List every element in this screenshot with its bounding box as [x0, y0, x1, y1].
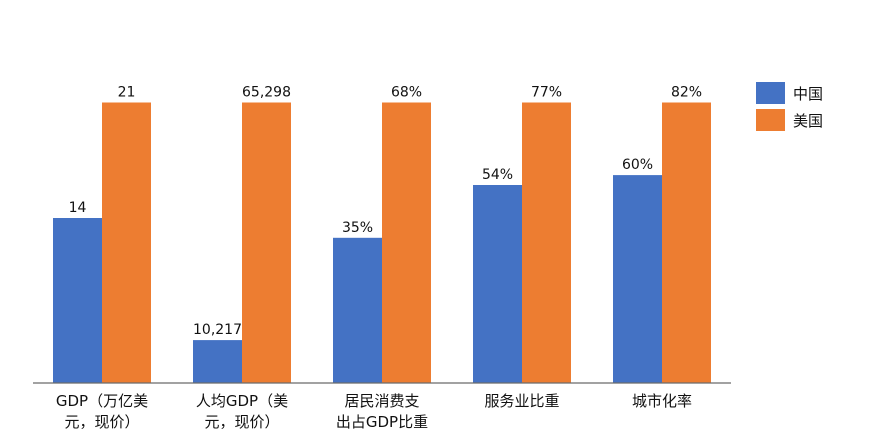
legend-swatch	[756, 82, 785, 104]
bar-series1-cat1	[53, 218, 102, 383]
bar-series2-cat4	[522, 102, 571, 383]
category-label: 人均GDP（美	[196, 392, 288, 410]
category-label: 居民消费支	[344, 392, 419, 410]
legend-label: 美国	[793, 112, 823, 130]
category-label: 城市化率	[632, 392, 692, 410]
value-label: 14	[69, 200, 87, 216]
bar-series1-cat4	[473, 185, 522, 383]
bar-series1-cat2	[193, 340, 242, 383]
bar-series2-cat1	[102, 102, 151, 383]
category-label: 元，现价）	[204, 413, 279, 431]
legend-label: 中国	[793, 85, 823, 103]
value-label: 21	[118, 85, 136, 101]
bars-layer	[53, 102, 711, 383]
value-label: 77%	[531, 85, 562, 101]
bar-series2-cat5	[662, 102, 711, 383]
value-label: 35%	[342, 220, 373, 236]
bar-series1-cat3	[333, 237, 382, 383]
value-labels-layer: 14 10,217 35% 54% 60% 21 65,298 68% 77% 82%	[69, 85, 702, 339]
category-label: 元，现价）	[64, 413, 139, 431]
category-labels-layer: GDP（万亿美元，现价）人均GDP（美元，现价）居民消费支出占GDP比重服务业比…	[56, 392, 692, 431]
value-label: 54%	[482, 167, 513, 183]
value-label: 82%	[671, 85, 702, 101]
category-label: GDP（万亿美	[56, 392, 148, 410]
value-label: 60%	[622, 157, 653, 173]
bar-series2-cat3	[382, 102, 431, 383]
bar-series2-cat2	[242, 102, 291, 383]
category-label: 服务业比重	[484, 392, 559, 410]
value-label: 68%	[391, 85, 422, 101]
value-label: 10,217	[193, 322, 242, 338]
value-label: 65,298	[242, 85, 291, 101]
category-label: 出占GDP比重	[336, 413, 428, 431]
legend-swatch	[756, 109, 785, 131]
bar-series1-cat5	[613, 175, 662, 383]
